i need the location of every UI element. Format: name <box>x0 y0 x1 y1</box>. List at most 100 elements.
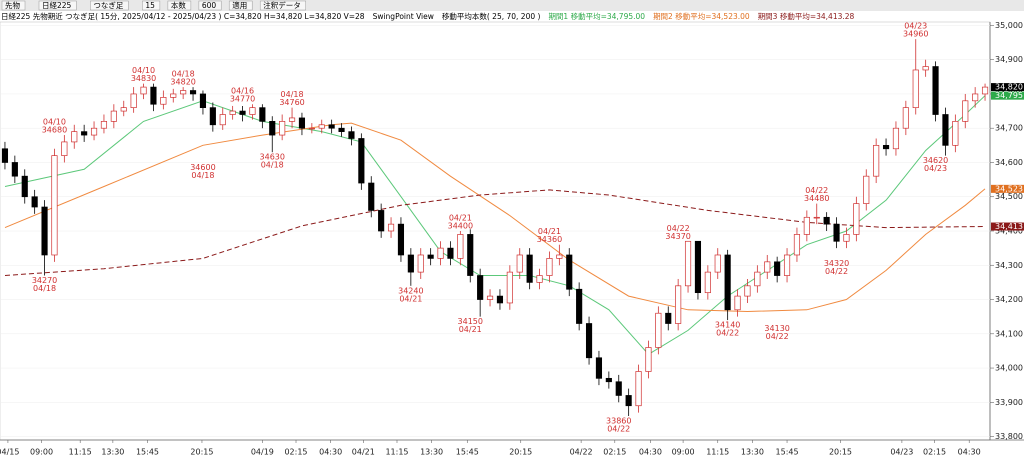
candle-body <box>932 66 939 115</box>
candle-body <box>447 247 454 259</box>
candle-body <box>863 175 870 204</box>
candle-body <box>328 124 335 129</box>
swing-label: 34620 <box>923 156 948 165</box>
candle-body <box>100 121 108 129</box>
toolbar-button-label[interactable]: つなぎ足 <box>93 0 123 10</box>
candle-body <box>684 240 692 287</box>
swing-label: 04/22 <box>607 425 630 434</box>
swing-label: 04/22 <box>766 332 789 341</box>
toolbar-button-label[interactable]: 先物 <box>5 0 20 10</box>
candle-body <box>942 114 949 146</box>
candle-body <box>704 271 711 294</box>
swing-label: 34820 <box>170 78 195 87</box>
candle-body <box>526 254 533 283</box>
candle-body <box>249 107 256 115</box>
candle-body <box>981 86 989 95</box>
toolbar-button[interactable] <box>167 0 192 11</box>
candle-body <box>140 86 147 95</box>
swing-label: 04/10 <box>132 66 155 75</box>
toolbar-button-label[interactable]: 本数 <box>171 0 186 10</box>
candle-body <box>615 381 622 396</box>
x-tick-label: 20:15 <box>190 448 213 457</box>
toolbar-button[interactable] <box>259 0 306 11</box>
candle-body <box>427 254 434 259</box>
price-tag-label: 34,795 <box>995 91 1023 100</box>
candle-body <box>585 323 593 359</box>
y-tick-label: 33,800 <box>995 432 1023 441</box>
toolbar-button-label[interactable]: 注釈データ <box>263 0 301 10</box>
swing-label: 34630 <box>260 153 285 162</box>
swing-label: 04/16 <box>231 87 254 96</box>
plot: 35,00034,90034,80034,70034,60034,50034,4… <box>0 21 1024 457</box>
candle-body <box>130 93 137 109</box>
swing-label: 33860 <box>606 417 631 426</box>
x-tick-label: 04/19 <box>251 448 274 457</box>
swing-label: 34320 <box>824 259 849 268</box>
candle-body <box>229 110 236 115</box>
toolbar-button-label[interactable]: 日経225 <box>42 0 72 10</box>
swing-label: 04/18 <box>172 70 195 79</box>
candle-body <box>675 285 682 324</box>
swing-label: 34480 <box>804 194 829 203</box>
y-tick-label: 34,900 <box>995 55 1023 64</box>
candle-body <box>506 271 513 304</box>
toolbar-button[interactable] <box>142 0 161 11</box>
toolbar-button[interactable] <box>198 0 222 11</box>
candle-body <box>625 395 632 407</box>
toolbar-button[interactable] <box>38 0 77 11</box>
swing-label: 34830 <box>131 74 156 83</box>
candle-body <box>882 144 890 150</box>
candle-body <box>902 107 909 129</box>
candle-body <box>288 117 296 122</box>
moving-average-line <box>4 189 986 276</box>
candle-body <box>378 210 385 232</box>
candle-body <box>962 100 969 122</box>
x-tick-label: 04/21 <box>352 448 375 457</box>
candle-body <box>922 66 929 71</box>
swing-label: 34270 <box>32 276 57 285</box>
toolbar-button-label[interactable]: 適用 <box>232 0 247 10</box>
x-tick-label: 04:30 <box>319 448 342 457</box>
x-tick-label: 04:30 <box>958 448 981 457</box>
candle-body <box>843 234 850 242</box>
toolbar-button-label[interactable]: 15 <box>145 1 155 10</box>
candle-body <box>219 114 226 126</box>
x-tick-label: 11:15 <box>385 448 408 457</box>
candle-body <box>972 93 979 102</box>
toolbar-button[interactable] <box>228 0 253 11</box>
candle-body <box>516 254 523 273</box>
swing-label: 34130 <box>764 324 789 333</box>
candle-body <box>576 288 583 324</box>
candle-body <box>110 110 117 122</box>
price-tag <box>991 83 1024 92</box>
swing-label: 04/23 <box>904 22 927 31</box>
x-tick-label: 15:45 <box>136 448 159 457</box>
x-tick-label: 20:15 <box>829 448 852 457</box>
toolbar-button-label[interactable]: 600 <box>202 1 217 10</box>
candle-body <box>754 271 761 287</box>
x-tick-label: 02:15 <box>603 448 626 457</box>
candle-body <box>11 162 18 177</box>
y-tick-label: 34,300 <box>995 261 1023 270</box>
candle-body <box>120 107 127 112</box>
candle-body <box>338 127 345 132</box>
swing-label: 34770 <box>230 95 255 104</box>
candle-body <box>199 93 207 109</box>
candle-body <box>150 86 157 105</box>
candle-body <box>209 107 216 126</box>
toolbar-button[interactable] <box>90 0 129 11</box>
toolbar-button[interactable] <box>1 0 26 11</box>
x-tick-label: 04/23 <box>890 448 913 457</box>
x-tick-label: 09:00 <box>672 448 695 457</box>
price-tag <box>991 91 1024 100</box>
y-tick-label: 34,100 <box>995 329 1023 338</box>
y-tick-label: 34,400 <box>995 227 1023 236</box>
candle-body <box>437 247 444 259</box>
toolbar-items: 先物 日経225 つなぎ足 15 本数 600 適用 注釈データ <box>1 0 306 11</box>
x-tick-label: 04/15 <box>0 448 19 457</box>
candle-body <box>655 312 662 348</box>
candle-body <box>407 254 414 273</box>
candle-body <box>813 216 820 219</box>
swing-label: 04/21 <box>449 214 472 223</box>
